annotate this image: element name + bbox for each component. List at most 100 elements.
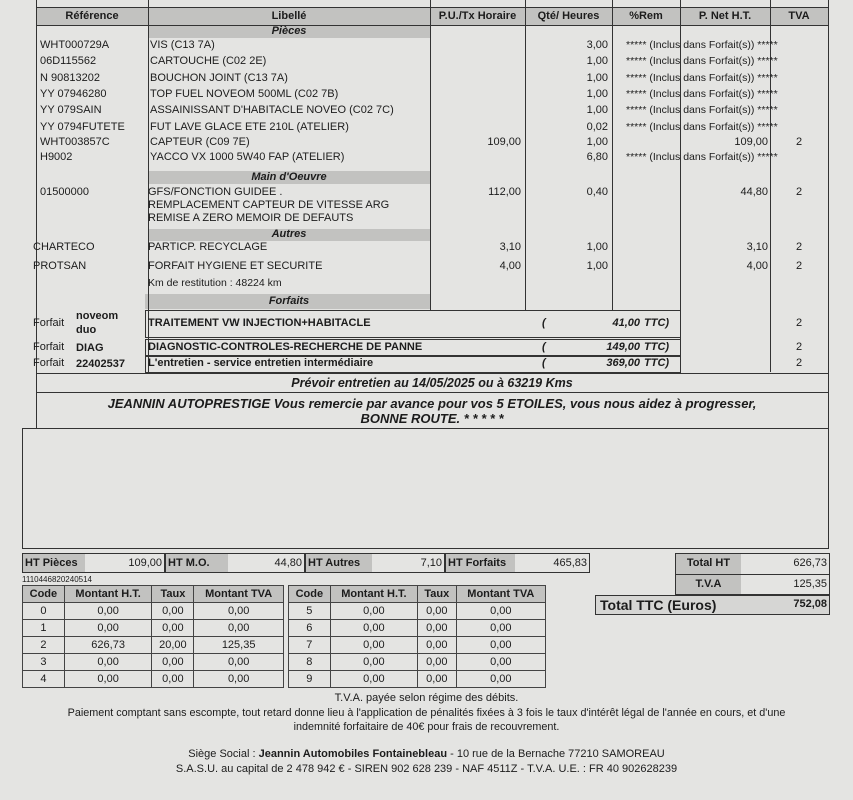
- document-number: 1110446820240514: [22, 575, 92, 584]
- subtotal-value: 44,80: [274, 557, 302, 569]
- vat-row: 4 0,00 0,00 0,00: [22, 670, 284, 688]
- vat-cell: 0: [22, 602, 65, 620]
- mo-pu: 112,00: [488, 186, 521, 198]
- mo-line-3: REMISE A ZERO MEMOIR DE DEFAUTS: [148, 212, 354, 224]
- vat-cell: 9: [288, 670, 331, 688]
- vat-cell: 0,00: [329, 636, 419, 654]
- autre-label: FORFAIT HYGIENE ET SECURITE: [148, 260, 323, 272]
- company-name: Jeannin Automobiles Fontainebleau: [258, 748, 448, 760]
- piece-pnet: 109,00: [734, 136, 768, 148]
- vat-table-right: Code Montant H.T. Taux Montant TVA 5 0,00 0,00…: [288, 585, 547, 688]
- piece-ref: YY 07946280: [40, 88, 107, 100]
- piece-ref: 06D115562: [40, 55, 97, 67]
- vat-cell: 0,00: [329, 602, 419, 620]
- included-in-forfait-note: ***** (Inclus dans Forfait(s)) *****: [626, 88, 778, 100]
- subtotal-box: [22, 553, 165, 573]
- forfait-amount: 149,00: [606, 341, 640, 353]
- autre-pu: 3,10: [499, 241, 521, 253]
- header-band: [36, 8, 828, 25]
- vat-cell: 0,00: [329, 653, 419, 671]
- piece-label: TOP FUEL NOVEOM 500ML (C02 7B): [150, 88, 339, 100]
- vat-cell: 0,00: [63, 619, 153, 637]
- included-in-forfait-note: ***** (Inclus dans Forfait(s)) *****: [626, 72, 778, 84]
- section-band-mo: [148, 171, 430, 184]
- col-header-tva: TVA: [788, 10, 810, 22]
- vat-cell: 0,00: [455, 670, 547, 688]
- included-in-forfait-note: ***** (Inclus dans Forfait(s)) *****: [626, 104, 778, 116]
- autre-tva: 2: [795, 241, 803, 253]
- total-ttc-value: 752,08: [793, 598, 827, 610]
- subtotal-label-bg: [445, 553, 515, 573]
- vat-row: 0 0,00 0,00 0,00: [22, 602, 284, 620]
- section-pieces: Pièces: [271, 25, 307, 37]
- forfait-open-paren: (: [542, 317, 546, 329]
- section-band-forfaits: [145, 294, 430, 309]
- vat-row: 7 0,00 0,00 0,00: [288, 636, 547, 654]
- vat-cell: 0,00: [63, 653, 153, 671]
- forfait-label: DIAGNOSTIC-CONTROLES-RECHERCHE DE PANNE: [148, 341, 423, 353]
- vat-cell: 0,00: [193, 602, 284, 620]
- vat-cell: 0,00: [455, 619, 547, 637]
- vat-col-header: Code: [22, 585, 65, 603]
- col-header-pu: P.U./Tx Horaire: [438, 10, 517, 22]
- vat-cell: 0,00: [417, 670, 457, 688]
- tva-note: T.V.A. payée selon régime des débits.: [334, 692, 519, 704]
- vat-table-left: Code Montant H.T. Taux Montant TVA 0 0,00 0,00…: [22, 585, 284, 688]
- section-main-oeuvre: Main d'Oeuvre: [251, 171, 327, 183]
- autre-pu: 4,00: [499, 260, 521, 272]
- vat-cell: 0,00: [329, 619, 419, 637]
- piece-qte: 3,00: [586, 39, 608, 51]
- piece-qte: 1,00: [586, 88, 608, 100]
- piece-label: ASSAINISSANT D'HABITACLE NOVEO (C02 7C): [150, 104, 394, 116]
- subtotal-value: 7,10: [420, 557, 442, 569]
- forfait-open-paren: (: [542, 357, 546, 369]
- tva-value: 125,35: [793, 578, 827, 590]
- vat-row: 8 0,00 0,00 0,00: [288, 653, 547, 671]
- forfait-prefix: Forfait: [33, 341, 65, 353]
- vat-cell: 8: [288, 653, 331, 671]
- vat-cell: 0,00: [417, 602, 457, 620]
- siege-social: Siège Social : Jeannin Automobiles Fonta…: [0, 748, 853, 760]
- siege-prefix: Siège Social :: [188, 748, 259, 760]
- vat-col-header: Taux: [417, 585, 457, 603]
- section-band-pieces: [148, 26, 430, 38]
- forfait-amount: 41,00: [612, 317, 640, 329]
- autre-pnet: 3,10: [746, 241, 768, 253]
- tva-label: T.V.A: [695, 578, 722, 590]
- legal-info: S.A.S.U. au capital de 2 478 942 € - SIR…: [175, 763, 678, 775]
- piece-qte: 1,00: [586, 55, 608, 67]
- vat-col-header: Montant H.T.: [329, 585, 419, 603]
- piece-ref: H9002: [40, 151, 73, 163]
- autre-label: PARTICP. RECYCLAGE: [148, 241, 268, 253]
- col-header-qte: Qté/ Heures: [537, 10, 600, 22]
- vat-col-header: Montant TVA: [193, 585, 284, 603]
- piece-ref: YY 079SAIN: [40, 104, 102, 116]
- vat-cell: 0,00: [63, 602, 153, 620]
- subtotal-box: [305, 553, 445, 573]
- vat-row: 1 0,00 0,00 0,00: [22, 619, 284, 637]
- forfait-tva: 2: [795, 317, 803, 329]
- payment-terms-1: Paiement comptant sans escompte, tout re…: [67, 707, 786, 719]
- vat-cell: 5: [288, 602, 331, 620]
- piece-label: CAPTEUR (C09 7E): [150, 136, 250, 148]
- piece-label: VIS (C13 7A): [150, 39, 215, 51]
- piece-ref: YY 0794FUTETE: [40, 121, 125, 133]
- section-forfaits: Forfaits: [268, 295, 310, 307]
- payment-terms-2: indemnité forfaitaire de 40€ pour frais …: [293, 721, 560, 733]
- vat-cell: 0,00: [329, 670, 419, 688]
- included-in-forfait-note: ***** (Inclus dans Forfait(s)) *****: [626, 121, 778, 133]
- vat-cell: 0,00: [455, 602, 547, 620]
- piece-qte: 0,02: [586, 121, 608, 133]
- included-in-forfait-note: ***** (Inclus dans Forfait(s)) *****: [626, 151, 778, 163]
- thank-you-line-2: BONNE ROUTE. * * * * *: [360, 411, 504, 426]
- piece-label: CARTOUCHE (C02 2E): [150, 55, 267, 67]
- piece-qte: 1,00: [586, 136, 608, 148]
- forfait-prefix: Forfait: [33, 317, 65, 329]
- vat-cell: 0,00: [417, 636, 457, 654]
- subtotal-box: [445, 553, 590, 573]
- forfait-tva: 2: [795, 357, 803, 369]
- forfait-label: TRAITEMENT VW INJECTION+HABITACLE: [148, 317, 371, 329]
- vat-row: 5 0,00 0,00 0,00: [288, 602, 547, 620]
- mo-tva: 2: [795, 186, 803, 198]
- prevoir-entretien: Prévoir entretien au 14/05/2025 ou à 632…: [291, 376, 573, 390]
